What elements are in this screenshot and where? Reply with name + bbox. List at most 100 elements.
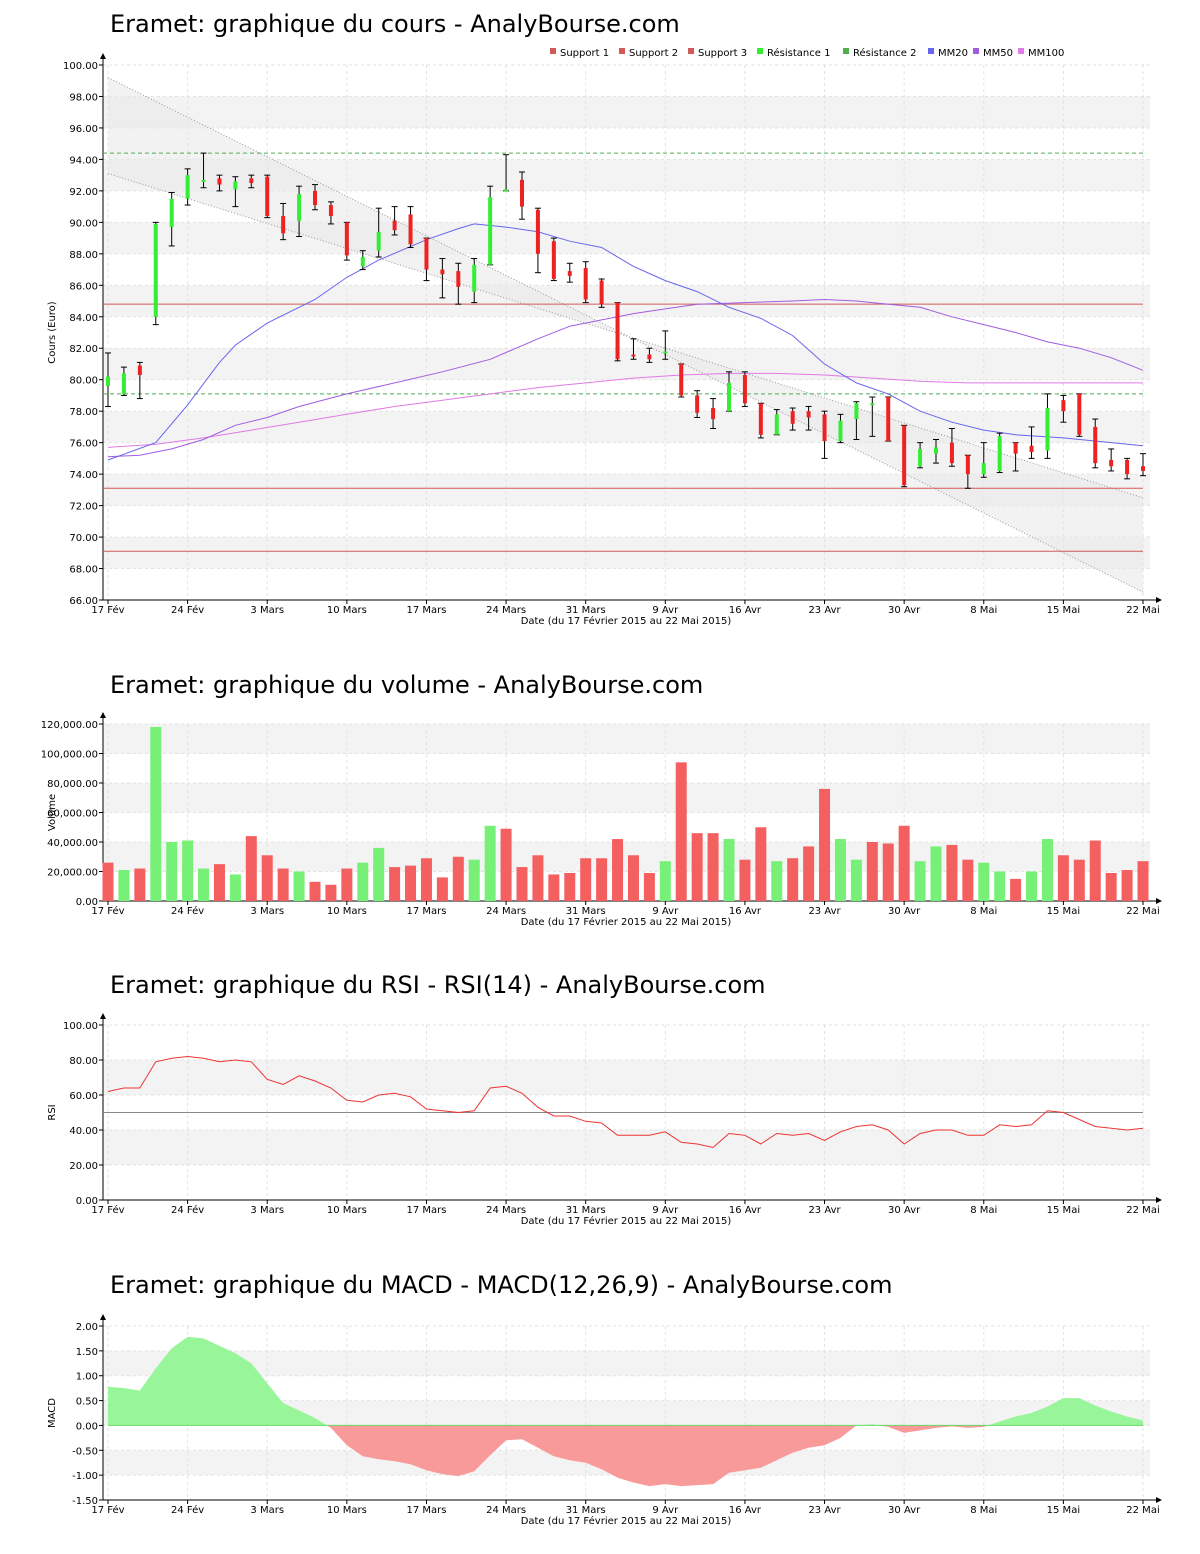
candle-body xyxy=(376,231,381,251)
volume-xtick-label: 15 Mai xyxy=(1047,906,1080,917)
price-xtick-label: 22 Mai xyxy=(1126,605,1159,616)
price-x-label: Date (du 17 Février 2015 au 22 Mai 2015) xyxy=(521,615,732,627)
candle-body xyxy=(774,414,779,435)
macd-xtick-label: 3 Mars xyxy=(250,1505,284,1516)
candle xyxy=(566,262,573,283)
volume-bar xyxy=(627,855,639,901)
legend-item: MM100 xyxy=(1018,48,1064,59)
candle-body xyxy=(121,373,126,394)
candle-body xyxy=(647,354,652,360)
volume-bar xyxy=(675,762,687,901)
volume-bar xyxy=(707,833,719,901)
macd-xtick-label: 24 Fév xyxy=(171,1504,204,1516)
rsi-chart: 0.00 20.00 40.00 60.00 80.00 100.00 17 Fév 24 F… xyxy=(47,1013,1162,1227)
candle-body xyxy=(520,179,524,207)
price-chart: 66.00 68.00 70.00 72.00 74.00 76.00 78.00 80.00… xyxy=(47,47,1162,627)
candle-body xyxy=(137,365,142,375)
volume-bar xyxy=(341,868,353,901)
legend-swatch xyxy=(619,48,625,54)
volume-bar xyxy=(691,833,703,901)
rsi-x-arrow xyxy=(1156,1197,1162,1203)
candle xyxy=(1060,394,1067,423)
volume-bar xyxy=(994,871,1006,901)
volume-y-label: Volume xyxy=(47,794,58,831)
volume-bar xyxy=(564,872,576,901)
price-band xyxy=(103,537,1150,569)
candle xyxy=(200,152,207,189)
rsi-ytick-label: 0.00 xyxy=(76,1196,98,1207)
legend-item: Support 2 xyxy=(619,48,678,59)
volume-bar xyxy=(898,825,910,901)
candle xyxy=(264,174,271,219)
rsi-x-label: Date (du 17 Février 2015 au 22 Mai 2015) xyxy=(521,1215,732,1227)
rsi-ytick-label: 80.00 xyxy=(69,1056,98,1067)
macd-ytick-label: 2.00 xyxy=(76,1322,98,1333)
candle-body xyxy=(488,197,493,265)
legend-swatch xyxy=(973,48,979,54)
candle-body xyxy=(790,411,795,424)
rsi-xtick-label: 24 Fév xyxy=(171,1204,204,1216)
candle xyxy=(710,398,717,429)
candle-body xyxy=(838,420,843,442)
candle-body xyxy=(758,403,763,435)
candle-body xyxy=(472,264,477,292)
macd-negative-area xyxy=(326,1425,857,1487)
volume-bar xyxy=(309,881,321,901)
volume-chart-title: Eramet: graphique du volume - AnalyBours… xyxy=(110,671,704,699)
volume-bar xyxy=(659,861,671,901)
candle xyxy=(582,261,589,304)
volume-bar xyxy=(166,842,178,901)
legend-swatch xyxy=(757,48,763,54)
candle xyxy=(375,207,382,258)
rsi-xtick-label: 16 Avr xyxy=(729,1205,762,1216)
volume-xtick-label: 17 Fév xyxy=(91,905,124,917)
candle xyxy=(343,221,350,261)
macd-xtick-label: 24 Mars xyxy=(486,1505,526,1516)
price-xtick-label: 9 Avr xyxy=(652,605,679,616)
volume-bar xyxy=(1041,839,1053,901)
candle-body xyxy=(615,302,620,360)
volume-bar xyxy=(357,862,369,901)
macd-xtick-label: 9 Avr xyxy=(652,1505,679,1516)
price-xtick-label: 8 Mai xyxy=(970,605,997,616)
candle xyxy=(1028,426,1035,459)
price-ytick-label: 74.00 xyxy=(69,470,98,481)
volume-bar xyxy=(1105,872,1117,901)
price-ytick-label: 96.00 xyxy=(69,124,98,135)
price-ytick-label: 66.00 xyxy=(69,596,98,607)
macd-x-label: Date (du 17 Février 2015 au 22 Mai 2015) xyxy=(521,1515,732,1527)
candle-body xyxy=(408,214,413,245)
macd-ytick-label: -0.50 xyxy=(72,1446,98,1457)
price-xtick-label: 24 Mars xyxy=(486,605,526,616)
price-xtick-label: 23 Avr xyxy=(808,605,841,616)
candle-body xyxy=(1141,466,1145,471)
candle xyxy=(423,237,430,282)
candle-body xyxy=(711,408,716,420)
candle-body xyxy=(981,463,986,475)
price-y-arrow xyxy=(100,53,106,59)
candle-body xyxy=(392,220,397,231)
volume-bar xyxy=(946,844,958,901)
macd-ytick-label: 0.50 xyxy=(76,1397,98,1408)
candle-body xyxy=(233,181,238,190)
candle-body xyxy=(106,376,110,386)
volume-bar xyxy=(1026,871,1038,901)
rsi-panel: Eramet: graphique du RSI - RSI(14) - Ana… xyxy=(0,960,1200,1250)
volume-band xyxy=(103,842,1150,872)
candle xyxy=(152,221,159,326)
candle-body xyxy=(504,189,509,192)
candle-body xyxy=(583,267,588,300)
rsi-xtick-label: 8 Mai xyxy=(970,1205,997,1216)
volume-bar xyxy=(1073,859,1085,901)
volume-ytick-label: 60,000.00 xyxy=(47,809,98,820)
mm50-line xyxy=(107,298,1144,458)
price-panel: Eramet: graphique du cours - AnalyBourse… xyxy=(0,0,1200,640)
legend-item: Support 1 xyxy=(550,48,609,59)
candle xyxy=(805,405,812,431)
legend-label: Support 2 xyxy=(629,48,678,59)
candle-body xyxy=(949,442,954,464)
candle-body xyxy=(440,269,445,275)
macd-ytick-label: -1.00 xyxy=(72,1471,98,1482)
price-band xyxy=(103,411,1150,443)
price-chart-title: Eramet: graphique du cours - AnalyBourse… xyxy=(110,10,680,38)
